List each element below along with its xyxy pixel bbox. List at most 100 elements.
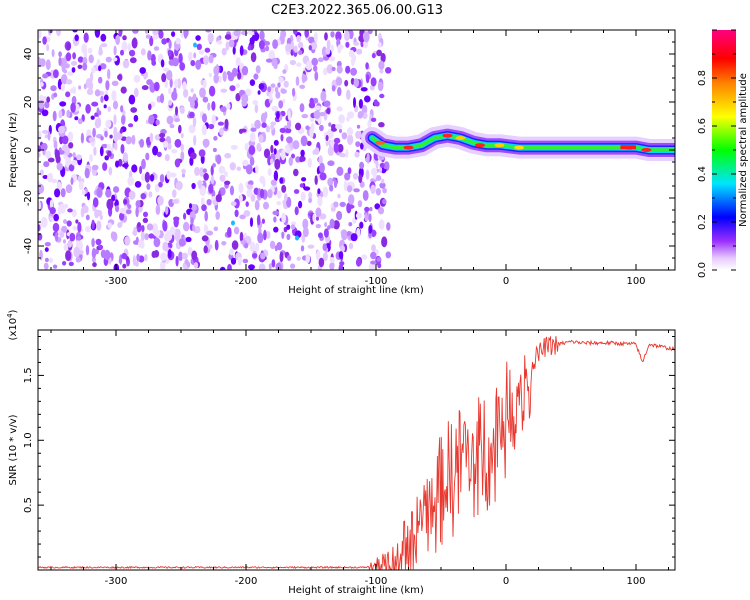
noise-speckle <box>281 231 285 239</box>
noise-speckle <box>159 137 166 143</box>
noise-speckle <box>193 52 197 59</box>
noise-speckle <box>41 216 48 228</box>
noise-speckle <box>368 262 376 270</box>
noise-speckle <box>65 91 71 98</box>
noise-speckle <box>74 34 79 42</box>
noise-speckle <box>317 195 323 207</box>
spectrogram-panel: -300 -200 -100 0 100 -40 -20 0 20 40 Hei… <box>8 29 676 296</box>
noise-speckle <box>181 252 188 260</box>
noise-speckle <box>66 220 72 227</box>
noise-speckle <box>365 74 370 84</box>
noise-speckle <box>270 123 275 131</box>
noise-speckle <box>241 65 249 76</box>
noise-speckle <box>292 87 296 97</box>
noise-speckle <box>379 69 384 74</box>
noise-speckle <box>167 143 172 150</box>
noise-speckle <box>273 216 277 223</box>
noise-speckle <box>69 232 76 242</box>
noise-speckle <box>280 134 284 142</box>
panel1-ytick-label: 20 <box>23 96 34 109</box>
noise-speckle <box>144 233 149 241</box>
noise-speckle <box>228 39 235 48</box>
noise-speckle <box>375 175 382 181</box>
noise-speckle <box>265 45 270 52</box>
noise-speckle <box>139 165 143 175</box>
noise-speckle <box>335 77 343 86</box>
noise-speckle <box>247 45 252 51</box>
panel2-frame <box>37 329 676 571</box>
noise-speckle <box>136 253 140 262</box>
noise-speckle <box>133 226 138 237</box>
noise-speckle <box>333 142 339 154</box>
panel1-ytick-label: 0 <box>23 147 34 153</box>
noise-speckle <box>81 43 88 54</box>
noise-speckle <box>317 57 324 63</box>
noise-speckle <box>360 87 368 92</box>
noise-speckle <box>326 64 334 74</box>
noise-speckle <box>88 81 94 91</box>
noise-speckle <box>167 249 172 259</box>
noise-speckle <box>315 250 321 261</box>
noise-speckle <box>345 149 349 158</box>
noise-speckle <box>296 256 301 261</box>
noise-speckle <box>285 127 292 134</box>
noise-speckle <box>178 238 186 247</box>
noise-speckle <box>208 54 214 64</box>
noise-speckle <box>194 166 200 176</box>
noise-speckle <box>280 88 287 94</box>
noise-speckle <box>287 119 292 130</box>
noise-speckle <box>346 127 354 136</box>
noise-speckle <box>268 263 272 270</box>
noise-speckle <box>279 127 286 133</box>
noise-speckle <box>255 242 260 252</box>
noise-speckle <box>61 135 69 145</box>
panel2-xtick-label: 100 <box>626 576 645 587</box>
noise-speckle <box>51 49 55 58</box>
noise-speckle <box>306 140 312 147</box>
noise-speckle <box>191 250 198 261</box>
noise-speckle <box>363 31 370 43</box>
noise-speckle <box>144 171 150 183</box>
noise-speckle <box>370 260 377 265</box>
noise-speckle <box>319 112 326 117</box>
noise-speckle <box>374 203 381 210</box>
noise-speckle <box>54 232 59 242</box>
noise-speckle <box>193 262 199 269</box>
noise-speckle <box>324 222 328 228</box>
noise-speckle <box>227 227 232 238</box>
noise-speckle <box>333 179 338 189</box>
noise-speckle <box>140 230 145 242</box>
noise-speckle <box>339 128 342 134</box>
noise-speckle <box>370 117 377 123</box>
noise-speckle <box>68 142 74 149</box>
noise-speckle <box>271 105 279 112</box>
noise-speckle <box>160 252 168 261</box>
noise-speckle <box>237 256 242 266</box>
noise-speckle <box>268 92 273 101</box>
noise-speckle <box>44 101 50 109</box>
noise-speckle <box>276 201 282 206</box>
noise-speckle <box>133 75 141 83</box>
noise-speckle <box>371 244 376 252</box>
noise-speckle <box>369 206 373 212</box>
noise-speckle <box>308 36 315 44</box>
noise-speckle <box>107 150 112 157</box>
noise-speckle <box>213 226 218 232</box>
noise-speckle <box>43 161 50 168</box>
noise-speckle <box>70 60 78 66</box>
noise-speckle <box>260 112 267 124</box>
noise-speckle <box>177 78 182 89</box>
noise-speckle <box>120 105 124 113</box>
noise-speckle <box>72 86 77 94</box>
noise-speckle <box>246 184 254 190</box>
noise-speckle <box>132 255 136 267</box>
noise-speckle <box>77 56 84 63</box>
noise-speckle <box>74 116 79 121</box>
noise-speckle <box>131 37 138 49</box>
noise-speckle <box>172 199 179 204</box>
noise-speckle <box>230 144 238 150</box>
noise-speckle <box>96 220 102 231</box>
noise-speckle <box>182 81 187 90</box>
noise-speckle <box>162 140 169 148</box>
noise-speckle <box>276 111 280 120</box>
